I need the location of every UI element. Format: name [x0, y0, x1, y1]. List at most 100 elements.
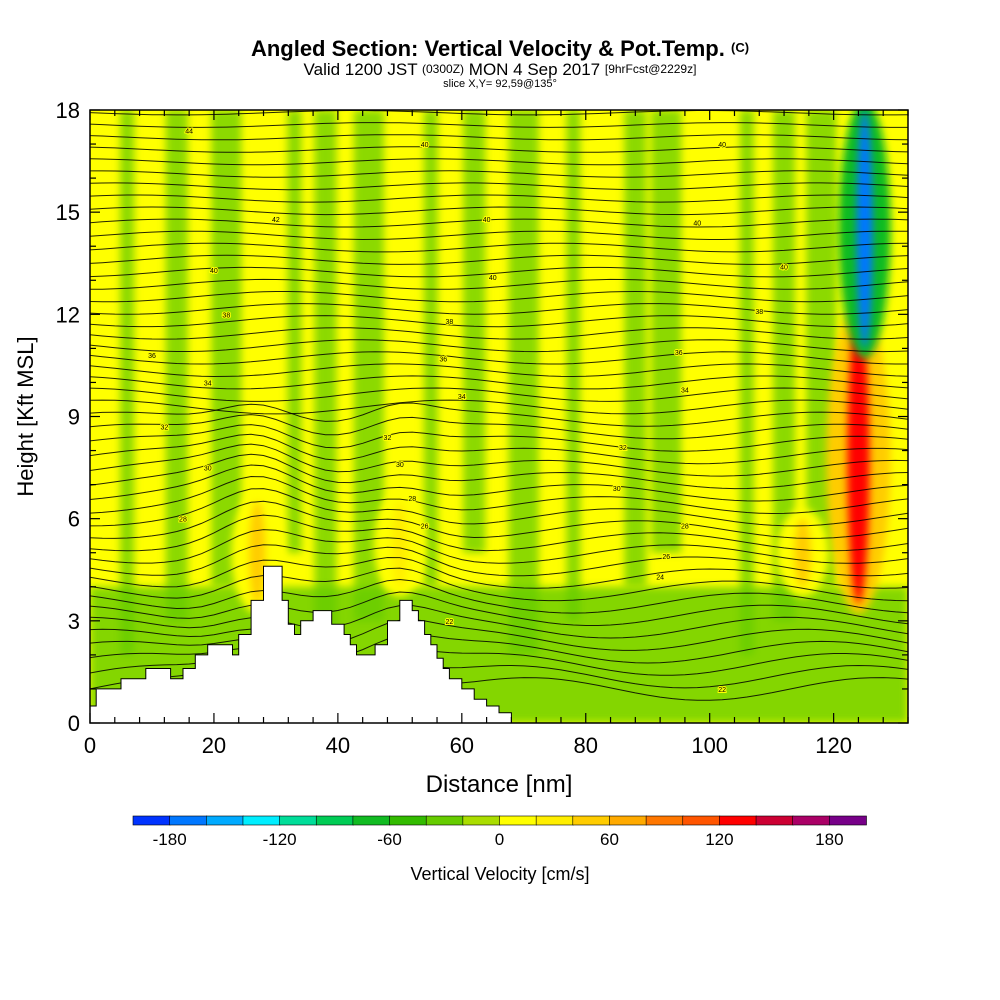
isentrope-line [90, 443, 908, 477]
isentrope-line [90, 327, 908, 340]
colorbar-tick-label: 0 [495, 830, 504, 849]
colorbar-cell [169, 815, 208, 826]
isentrope-line [90, 218, 908, 228]
y-axis-label: Height [Kft MSL] [13, 336, 38, 496]
isentrope-line [90, 399, 908, 415]
isentrope-line [90, 529, 908, 564]
isentrope-line [90, 351, 908, 365]
colorbar-cell [792, 815, 831, 826]
colorbar-cell [425, 815, 464, 826]
colorbar-cell [535, 815, 574, 826]
isentrope-line [90, 433, 908, 465]
y-tick-label: 9 [68, 405, 80, 430]
forecast-info: [9hrFcst@2229z] [604, 62, 697, 76]
isentrope-line [90, 266, 908, 278]
weak-descent-band [463, 110, 486, 553]
x-tick-label: 40 [326, 733, 350, 758]
y-tick-label: 18 [56, 98, 80, 123]
isentrope-label: 26 [421, 523, 429, 530]
colorbar-cell [755, 815, 794, 826]
colorbar-cell [279, 815, 318, 826]
isentrope-label: 22 [446, 619, 454, 626]
colorbar-cell [499, 815, 537, 826]
colorbar-tick-label: 180 [815, 830, 843, 849]
isentrope-line [90, 134, 908, 141]
colorbar-cell [682, 815, 721, 826]
isentrope-line [90, 363, 908, 378]
weak-descent-band [624, 110, 647, 587]
colorbar-cell [206, 815, 244, 826]
y-tick-label: 3 [68, 609, 80, 634]
chart-title: Angled Section: Vertical Velocity & Pot.… [0, 36, 1000, 62]
isentrope-line [90, 242, 908, 253]
isentrope-label: 32 [160, 425, 168, 432]
isentrope-line [90, 387, 908, 402]
isentrope-label: 28 [179, 517, 187, 524]
isentrope-line [90, 375, 908, 390]
isentrope-line [90, 158, 908, 166]
colorbar-cell [572, 815, 611, 826]
isentrope-label: 40 [421, 142, 429, 149]
isentrope-line [90, 475, 908, 515]
updraft-core [847, 314, 870, 604]
isentrope-line [90, 122, 908, 128]
x-tick-label: 120 [815, 733, 852, 758]
isentrope-label: 40 [693, 220, 701, 227]
isentrope-label: 40 [489, 275, 497, 282]
colorbar-cell [719, 815, 757, 826]
isentrope-line [90, 206, 908, 216]
isentrope-line [90, 488, 908, 527]
colorbar-cell [645, 815, 684, 826]
isentrope-label: 30 [204, 466, 212, 473]
weak-descent-band [566, 110, 581, 621]
isentrope-line [90, 194, 908, 203]
isentrope-line [90, 278, 908, 290]
isentrope-label: 38 [222, 312, 230, 319]
isentrope-line [90, 633, 908, 664]
colorbar-cell [132, 815, 171, 826]
y-tick-label: 6 [68, 507, 80, 532]
isentrope-line [90, 591, 908, 626]
isentrope-label: 38 [755, 309, 763, 316]
weak-descent-band [508, 110, 539, 655]
isentrope-line [90, 315, 908, 328]
isentrope-line [90, 290, 908, 303]
colorbar: -180 -120 -60 0 60 120 180 [132, 815, 867, 849]
isentrope-label: 42 [272, 217, 280, 224]
colorbar-tick-label: -180 [153, 830, 187, 849]
isentrope-label: 40 [718, 142, 726, 149]
chart-title-main: Angled Section: Vertical Velocity & Pot.… [250, 36, 725, 61]
isentrope-label: 38 [446, 319, 454, 326]
colorbar-tick-label: 120 [705, 830, 733, 849]
colorbar-cell [242, 815, 281, 826]
isentrope-line [90, 182, 908, 191]
isentrope-lines [90, 110, 908, 701]
x-tick-label: 80 [574, 733, 598, 758]
weak-descent-band [739, 110, 754, 655]
x-axis-label: Distance [nm] [426, 771, 573, 798]
isentrope-label: 28 [681, 523, 689, 530]
weak-descent-band [287, 110, 302, 553]
slice-info: slice X,Y= 92,59@135° [443, 78, 557, 90]
updraft-core [794, 518, 811, 587]
isentrope-label: 44 [185, 128, 193, 135]
updraft-core [249, 501, 266, 604]
isentrope-label: 32 [619, 445, 627, 452]
weak-descent-band [651, 110, 682, 553]
isentrope-label: 32 [384, 435, 392, 442]
isentrope-line [90, 110, 908, 116]
isentrope-label: 40 [483, 217, 491, 224]
x-tick-label: 0 [84, 733, 96, 758]
isentrope-label: 30 [396, 462, 404, 469]
isentrope-line [90, 414, 908, 440]
isentrope-label: 22 [718, 687, 726, 694]
isentrope-label: 36 [675, 350, 683, 357]
isentrope-line [90, 618, 908, 651]
colorbar-tick-label: 60 [600, 830, 619, 849]
x-tick-label: 60 [450, 733, 474, 758]
isentrope-line [90, 544, 908, 577]
isentrope-labels: 44 40 40 42 40 40 40 40 40 38 38 38 36 36 36 34 34 34 32 32… [147, 127, 789, 695]
isentrope-line [90, 402, 908, 427]
